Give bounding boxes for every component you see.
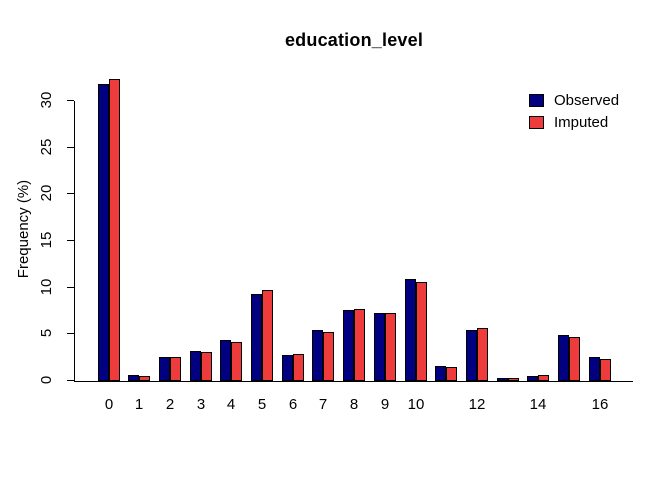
- x-tick-label: 10: [407, 396, 425, 413]
- bar-imputed-3: [201, 352, 212, 381]
- y-tick-label: 25: [38, 138, 55, 156]
- x-tick-label: 8: [349, 396, 359, 413]
- x-tick-label: 6: [288, 396, 298, 413]
- y-tick-label: 30: [38, 91, 55, 109]
- x-tick-label: 4: [226, 396, 236, 413]
- y-axis-line: [74, 101, 75, 382]
- chart-title: education_level: [284, 30, 424, 50]
- x-tick-label: 5: [257, 396, 267, 413]
- x-tick-label: 3: [196, 396, 206, 413]
- bar-observed-0: [98, 84, 109, 381]
- bar-imputed-12: [477, 328, 488, 381]
- y-tick-mark: [67, 380, 74, 381]
- legend-swatch-imputed: [529, 115, 544, 129]
- bar-observed-10: [405, 279, 416, 381]
- y-tick-label: 15: [38, 231, 55, 249]
- bar-imputed-8: [354, 309, 365, 381]
- bar-imputed-6: [293, 354, 304, 381]
- bar-observed-4: [220, 340, 231, 381]
- y-tick-mark: [67, 240, 74, 241]
- legend-label: Observed: [554, 91, 620, 109]
- bar-observed-13: [497, 378, 508, 381]
- bar-observed-16: [589, 357, 600, 381]
- bar-observed-11: [435, 366, 446, 381]
- legend: Observed Imputed: [529, 89, 619, 133]
- y-tick-mark: [67, 193, 74, 194]
- bar-imputed-15: [569, 337, 580, 381]
- x-tick-label: 7: [318, 396, 328, 413]
- bar-imputed-10: [416, 282, 427, 381]
- bar-observed-8: [343, 310, 354, 381]
- bar-imputed-11: [446, 367, 457, 381]
- bar-imputed-7: [323, 332, 334, 381]
- bar-observed-7: [312, 330, 323, 381]
- bar-imputed-4: [231, 342, 242, 381]
- bar-imputed-16: [600, 359, 611, 381]
- bar-imputed-9: [385, 313, 396, 381]
- x-tick-label: 12: [468, 396, 486, 413]
- bar-observed-2: [159, 357, 170, 381]
- y-tick-mark: [67, 100, 74, 101]
- y-tick-mark: [67, 333, 74, 334]
- x-tick-label: 0: [104, 396, 114, 413]
- bar-observed-14: [527, 376, 538, 381]
- y-tick-label: 20: [38, 184, 55, 202]
- x-tick-label: 2: [165, 396, 175, 413]
- bar-imputed-0: [109, 79, 120, 381]
- legend-swatch-observed: [529, 93, 544, 107]
- bar-imputed-14: [538, 375, 549, 381]
- legend-item-imputed: Imputed: [529, 111, 619, 133]
- bar-observed-9: [374, 313, 385, 381]
- legend-label: Imputed: [554, 113, 609, 131]
- bar-observed-5: [251, 294, 262, 381]
- legend-item-observed: Observed: [529, 89, 619, 111]
- x-axis-line: [75, 381, 633, 382]
- x-tick-label: 16: [591, 396, 609, 413]
- bar-imputed-1: [139, 376, 150, 381]
- y-tick-label: 0: [38, 375, 55, 385]
- bar-imputed-2: [170, 357, 181, 381]
- x-tick-label: 1: [134, 396, 144, 413]
- bar-observed-6: [282, 355, 293, 381]
- bar-observed-1: [128, 375, 139, 381]
- x-tick-label: 9: [380, 396, 390, 413]
- y-tick-label: 10: [38, 278, 55, 296]
- bar-observed-12: [466, 330, 477, 381]
- bar-imputed-13: [508, 378, 519, 381]
- y-tick-mark: [67, 287, 74, 288]
- y-tick-mark: [67, 147, 74, 148]
- bar-imputed-5: [262, 290, 273, 381]
- y-tick-label: 5: [38, 328, 55, 338]
- bar-observed-3: [190, 351, 201, 381]
- x-tick-label: 14: [529, 396, 547, 413]
- bar-observed-15: [558, 335, 569, 381]
